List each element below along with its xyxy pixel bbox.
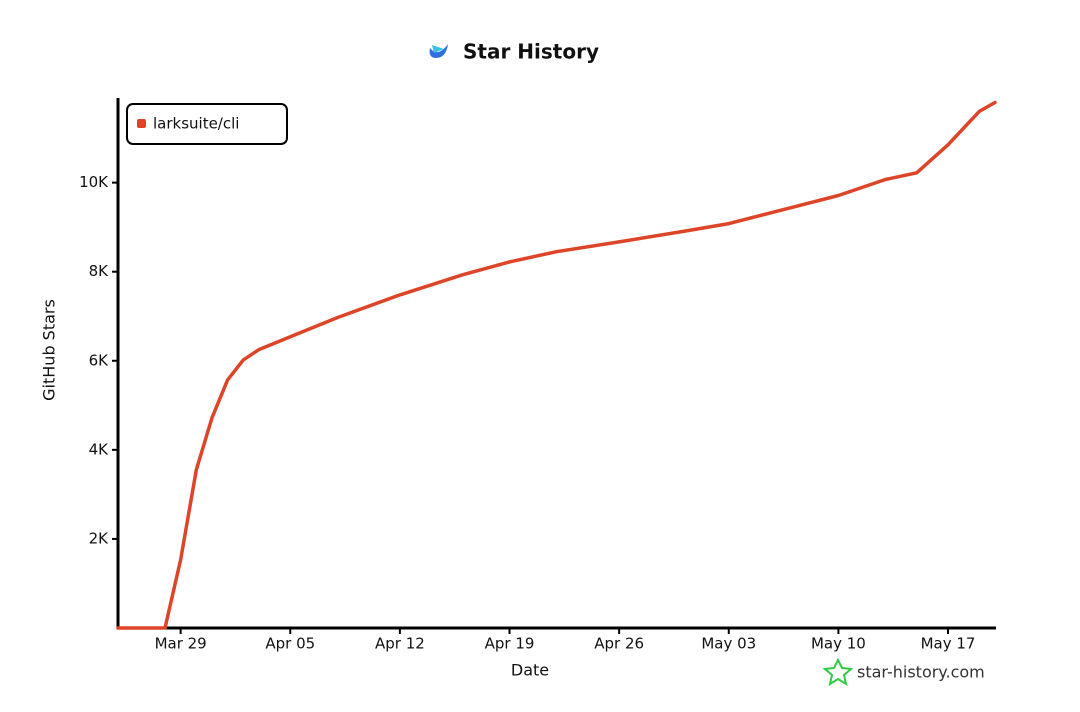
legend-swatch [137,119,146,128]
chart-title: Star History [463,40,599,64]
x-tick-label: May 17 [921,635,976,653]
x-tick-label: May 03 [701,635,756,653]
x-tick-label: Apr 19 [485,635,535,653]
y-tick-label: 4K [89,440,110,458]
x-axis-label: Date [511,661,549,680]
y-tick-label: 8K [89,262,110,280]
y-tick-label: 6K [89,351,110,369]
legend-label: larksuite/cli [153,115,239,133]
legend-box [126,103,288,145]
x-tick-label: May 10 [811,635,866,653]
y-tick-label: 10K [79,173,109,191]
y-tick-label: 2K [89,529,110,547]
x-tick-label: Apr 26 [594,635,644,653]
watermark: star-history.com [822,657,985,687]
x-tick-label: Apr 12 [375,635,425,653]
logo [429,44,448,58]
watermark-text: star-history.com [857,663,985,682]
x-tick-label: Apr 05 [265,635,315,653]
y-axis-label: GitHub Stars [40,299,59,401]
line [116,100,997,630]
x-tick-label: Mar 29 [155,635,207,653]
